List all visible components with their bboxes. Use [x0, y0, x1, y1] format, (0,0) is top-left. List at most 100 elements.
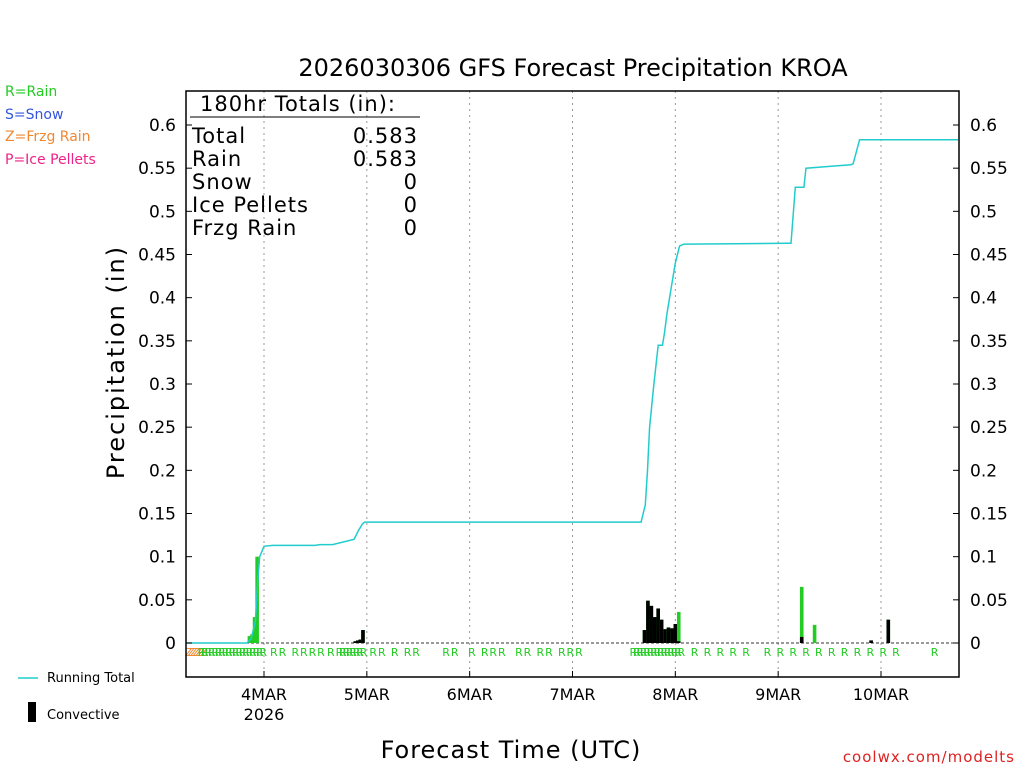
rain-symbol: R [636, 646, 644, 659]
rain-symbol: R [545, 646, 553, 659]
convective-bar [646, 600, 650, 643]
y-axis-left: 0 0.05 0.1 0.15 0.2 0.25 0.3 0.35 0.4 0.45 0.5 0.55… [138, 116, 192, 654]
y-tick-label-left: 0 [165, 634, 176, 654]
rain-symbol: R [854, 646, 862, 659]
rain-symbol: R [336, 646, 344, 659]
rain-symbol: R [339, 646, 347, 659]
rain-symbol: R [664, 646, 672, 659]
y-tick-label-right: 0.5 [970, 202, 997, 222]
y-tick-label-right: 0.1 [970, 548, 997, 568]
rain-symbol: R [931, 646, 939, 659]
rain-symbol: R [256, 646, 264, 659]
y-tick-label-left: 0.4 [149, 289, 176, 309]
rain-symbol: R [789, 646, 797, 659]
legend-snow: S=Snow [5, 107, 63, 123]
convective-bar [666, 627, 671, 643]
rain-symbol: R [356, 646, 364, 659]
credit-text: coolwx.com/modelts [843, 748, 1015, 766]
rain-symbol: R [575, 646, 583, 659]
rain-symbol: R [342, 646, 350, 659]
convective-swatch [28, 702, 36, 722]
y-tick-label-left: 0.25 [138, 418, 176, 438]
convective-bar [659, 619, 664, 643]
x-tick-sublabel: 2026 [244, 705, 285, 724]
rain-symbol: R [776, 646, 784, 659]
rain-symbol: R [246, 646, 254, 659]
rain-symbol: R [215, 646, 223, 659]
rain-symbol: R [208, 646, 216, 659]
rain-symbol: R [442, 646, 450, 659]
y-tick-label-left: 0.15 [138, 505, 176, 525]
y-tick-label-right: 0.4 [970, 289, 997, 309]
bars-layer [247, 556, 891, 643]
frzg-rain-symbol: Z [187, 646, 195, 659]
frzg-rain-symbol: Z [185, 646, 193, 659]
rain-symbol: R [691, 646, 699, 659]
rain-symbol: R [391, 646, 399, 659]
totals-label-total: Total [191, 124, 246, 148]
totals-value-frzg: 0 [404, 216, 418, 240]
convective-bar [676, 641, 681, 643]
chart-title: 2026030306 GFS Forecast Precipitation KR… [298, 54, 848, 82]
x-tick-label: 4MAR [241, 685, 287, 704]
y-tick-label-left: 0.55 [138, 159, 176, 179]
x-tick-label: 8MAR [652, 685, 698, 704]
legend-rain: R=Rain [5, 84, 57, 100]
x-tick-label: 6MAR [447, 685, 493, 704]
rain-symbol: R [225, 646, 233, 659]
rain-symbol: R [222, 646, 230, 659]
rain-symbol: R [742, 646, 750, 659]
rain-symbol: R [360, 646, 368, 659]
rain-symbol: R [259, 646, 267, 659]
rain-symbol: R [643, 646, 651, 659]
rain-symbol: R [866, 646, 874, 659]
y-tick-label-right: 0.25 [970, 418, 1008, 438]
rain-symbol: R [650, 646, 658, 659]
rain-symbol: R [647, 646, 655, 659]
y-tick-label-left: 0.35 [138, 332, 176, 352]
rain-symbol: R [249, 646, 257, 659]
rain-symbol: R [671, 646, 679, 659]
rain-symbol: R [353, 646, 361, 659]
rain-symbol: R [678, 646, 686, 659]
legend-ice-pellets: P=Ice Pellets [5, 152, 96, 168]
y-tick-label-right: 0.05 [970, 591, 1008, 611]
rain-symbol: R [802, 646, 810, 659]
convective-bar [353, 641, 358, 643]
frzg-rain-symbol: Z [195, 646, 203, 659]
y-tick-label-right: 0.3 [970, 375, 997, 395]
rain-symbol: R [242, 646, 250, 659]
running-total-label: Running Total [47, 671, 135, 686]
rain-symbol: R [667, 646, 675, 659]
rain-symbol: R [481, 646, 489, 659]
rain-symbol: R [729, 646, 737, 659]
rain-symbol: R [630, 646, 638, 659]
y-tick-label-right: 0.6 [970, 116, 997, 136]
rain-symbol: R [218, 646, 226, 659]
totals-label-snow: Snow [192, 170, 253, 194]
rain-symbol: R [346, 646, 354, 659]
convective-bar [642, 630, 647, 643]
totals-box: 180hr Totals (in): Total 0.583 Rain 0.58… [190, 92, 420, 240]
y-tick-label-left: 0.45 [138, 246, 176, 266]
rain-symbol: R [232, 646, 240, 659]
rain-symbol: R [468, 646, 476, 659]
rain-symbol: R [660, 646, 668, 659]
y-tick-label-left: 0.5 [149, 202, 176, 222]
rain-symbol: R [451, 646, 459, 659]
rain-symbol: R [198, 646, 206, 659]
rain-symbol: R [537, 646, 545, 659]
convective-bar [652, 617, 657, 643]
totals-heading: 180hr Totals (in): [200, 92, 396, 116]
rain-symbol: R [657, 646, 665, 659]
totals-value-total: 0.583 [353, 124, 418, 148]
rain-symbol: R [654, 646, 662, 659]
convective-bar [670, 628, 674, 643]
running-total-line [186, 138, 959, 644]
y-tick-label-right: 0 [970, 634, 981, 654]
rain-symbol: R [270, 646, 278, 659]
convective-bar [656, 608, 660, 643]
rain-symbol: R [412, 646, 420, 659]
rain-symbol: R [201, 646, 209, 659]
